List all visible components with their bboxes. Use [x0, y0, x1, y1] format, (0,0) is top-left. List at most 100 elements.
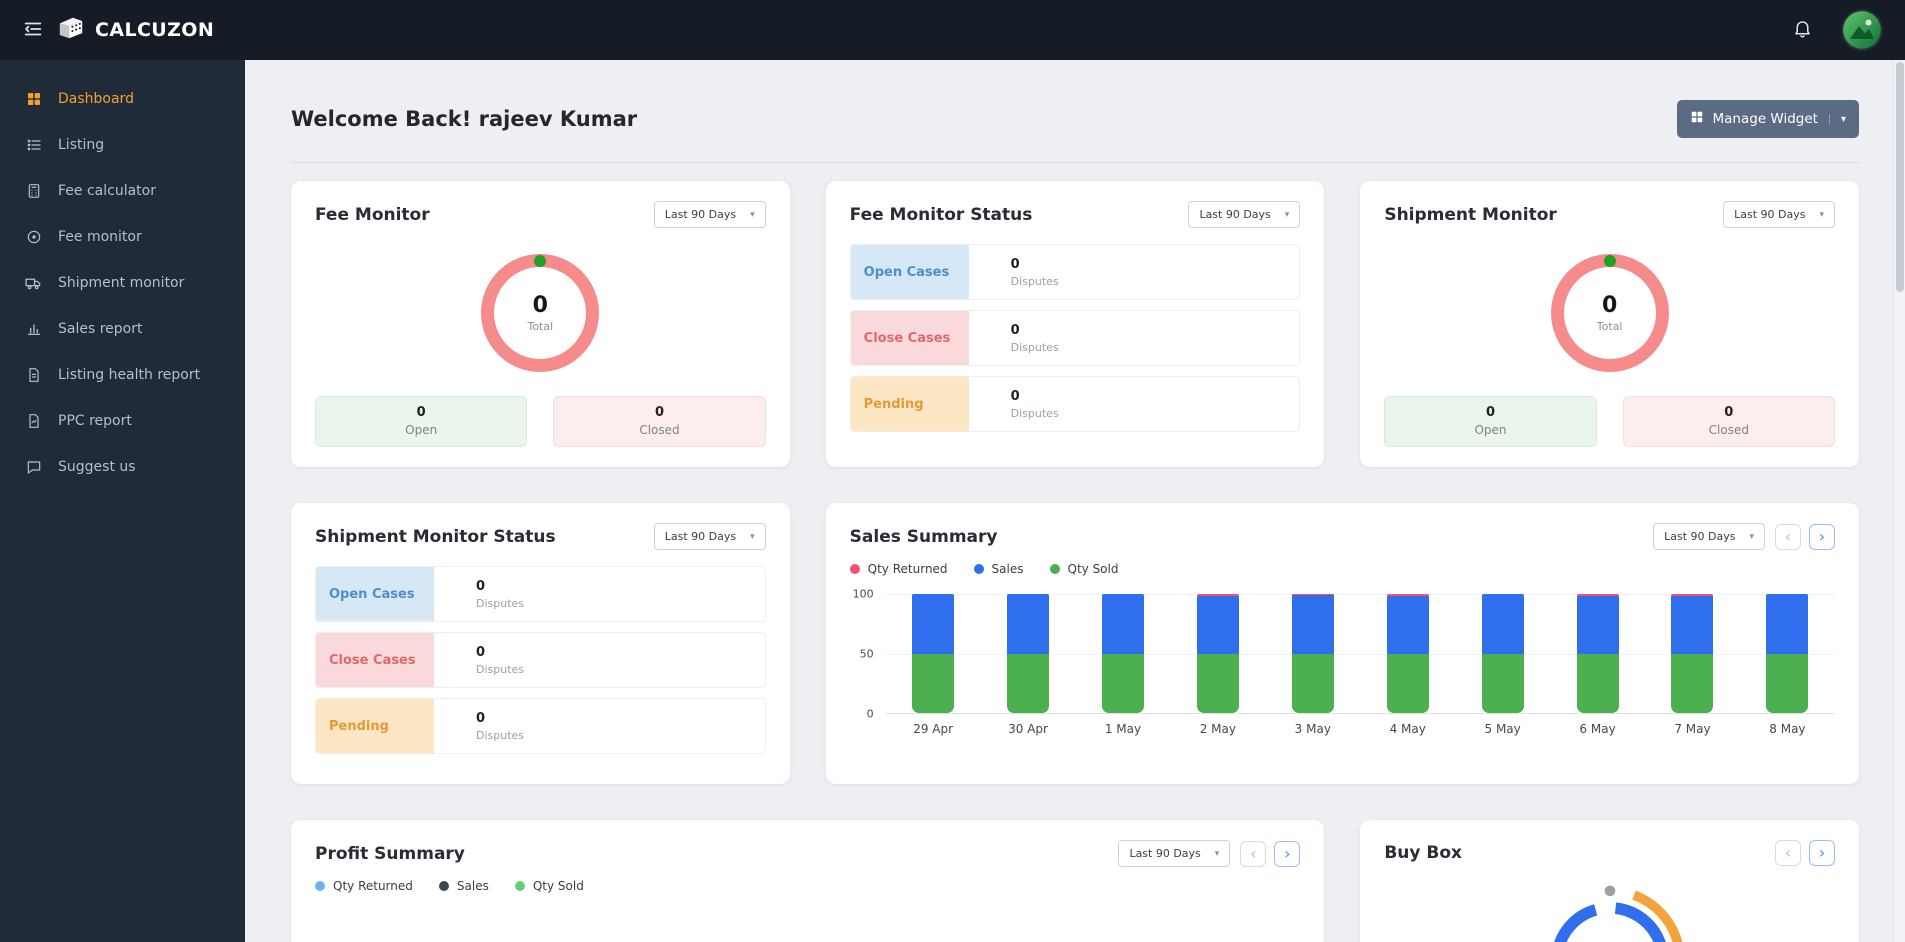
bar-segment — [912, 594, 955, 654]
shipment-monitor-status-card: Shipment Monitor Status Last 90 Days ▾ O… — [291, 503, 790, 784]
profit-summary-range-select[interactable]: Last 90 Days ▾ — [1118, 840, 1231, 867]
chevron-left-button[interactable]: ‹ — [1774, 840, 1801, 866]
status-row-label: Pending — [316, 699, 434, 753]
card-title: Fee Monitor — [315, 204, 430, 225]
shipment-monitor-status-range-select[interactable]: Last 90 Days ▾ — [653, 523, 766, 550]
sidebar-item-listing[interactable]: Listing — [0, 122, 245, 168]
menu-collapse-icon — [22, 18, 44, 43]
notifications-button[interactable] — [1784, 10, 1821, 50]
open-pill: 0 Open — [315, 396, 528, 447]
status-row-unit: Disputes — [1010, 340, 1059, 354]
sales-summary-range-select[interactable]: Last 90 Days ▾ — [1653, 523, 1765, 550]
shipment-monitor-donut-chart: 0 Total — [1550, 254, 1669, 372]
chevron-down-icon: ▾ — [1749, 531, 1754, 542]
sales-chart-y-axis: 0 50 100 — [850, 588, 886, 721]
fee-monitor-range-select[interactable]: Last 90 Days ▾ — [653, 201, 766, 228]
bar-segment — [1007, 653, 1050, 713]
gridline-50 — [885, 653, 1835, 655]
bar-segment — [1291, 595, 1334, 654]
chevron-down-icon: ▾ — [1214, 848, 1220, 859]
page-scrollbar[interactable] — [1893, 60, 1905, 942]
status-row-unit: Disputes — [1010, 274, 1059, 288]
card-title: Buy Box — [1384, 843, 1462, 863]
bar-segment — [1291, 653, 1334, 713]
status-row-unit: Disputes — [1010, 406, 1059, 420]
status-row-open-cases: Open Cases 0 Disputes — [849, 244, 1301, 300]
legend-item: Qty Sold — [514, 879, 584, 893]
report-trend-icon — [24, 413, 43, 429]
sidebar-item-fee-calculator[interactable]: Fee calculator — [0, 168, 245, 214]
bar-segment — [1386, 596, 1429, 654]
fee-monitor-status-range-select[interactable]: Last 90 Days ▾ — [1188, 201, 1301, 228]
scrollbar-thumb[interactable] — [1896, 62, 1904, 292]
bar-segment — [1671, 594, 1714, 597]
sidebar-item-label: Fee monitor — [58, 229, 142, 245]
card-title: Shipment Monitor Status — [315, 526, 556, 547]
chevron-down-icon: ▾ — [1819, 209, 1824, 220]
calculator-icon — [24, 183, 43, 199]
select-value: Last 90 Days — [1664, 530, 1736, 543]
bar-segment — [1481, 653, 1524, 713]
manage-widget-button[interactable]: Manage Widget ▾ — [1676, 100, 1859, 138]
chevron-down-icon: ▾ — [750, 531, 755, 542]
chevron-down-icon: ▾ — [750, 209, 755, 220]
status-row-close-cases: Close Cases 0 Disputes — [315, 632, 766, 688]
chevron-left-button[interactable]: ‹ — [1774, 523, 1801, 550]
bar-segment — [1101, 653, 1144, 713]
buy-box-donut-chart — [1384, 876, 1835, 942]
sidebar-item-dashboard[interactable]: Dashboard — [0, 76, 245, 122]
closed-value: 0 — [654, 405, 665, 420]
legend-dot — [514, 881, 525, 891]
sidebar-item-listing-health-report[interactable]: Listing health report — [0, 352, 245, 398]
chevron-left-button[interactable]: ‹ — [1240, 840, 1267, 867]
sidebar-item-sales-report[interactable]: Sales report — [0, 306, 245, 352]
bar-segment — [1576, 596, 1619, 654]
x-axis-label: 4 May — [1389, 722, 1426, 736]
sidebar-item-fee-monitor[interactable]: Fee monitor — [0, 214, 245, 260]
header-divider — [291, 162, 1859, 163]
chevron-right-button[interactable]: › — [1274, 840, 1301, 867]
user-avatar[interactable] — [1843, 11, 1881, 49]
card-title: Profit Summary — [315, 843, 465, 864]
sales-bar — [1291, 594, 1334, 713]
sidebar-toggle-button[interactable] — [14, 10, 52, 51]
gridline-100 — [885, 594, 1835, 595]
sales-bar — [1386, 594, 1429, 713]
bar-segment — [1196, 596, 1239, 654]
sidebar-item-shipment-monitor[interactable]: Shipment monitor — [0, 260, 245, 306]
sidebar-item-label: Listing — [58, 137, 105, 153]
brand[interactable]: CALCUZON — [56, 14, 214, 46]
brand-logo-icon — [56, 14, 86, 46]
status-row-label: Pending — [850, 377, 969, 431]
sidebar-item-ppc-report[interactable]: PPC report — [0, 398, 245, 444]
x-axis-label: 7 May — [1674, 722, 1711, 736]
chevron-right-button[interactable]: › — [1808, 523, 1835, 550]
bar-segment — [1576, 594, 1619, 597]
chat-bubble-icon — [24, 459, 43, 475]
chevron-right-button[interactable]: › — [1808, 840, 1835, 866]
sales-bar — [1671, 594, 1714, 713]
select-value: Last 90 Days — [664, 208, 737, 221]
sales-bar — [1196, 594, 1239, 713]
x-axis-label: 1 May — [1104, 722, 1142, 736]
select-value: Last 90 Days — [1734, 208, 1806, 221]
status-row-label: Open Cases — [850, 245, 969, 299]
chevron-left-icon: ‹ — [1250, 843, 1257, 863]
closed-label: Closed — [639, 423, 680, 437]
widget-grid-icon — [1690, 110, 1704, 128]
status-row-unit: Disputes — [476, 728, 525, 742]
manage-widget-label: Manage Widget — [1712, 111, 1818, 127]
chevron-right-icon: › — [1284, 843, 1291, 863]
shipment-monitor-range-select[interactable]: Last 90 Days ▾ — [1723, 201, 1835, 228]
card-title: Sales Summary — [849, 526, 998, 547]
card-title: Shipment Monitor — [1384, 204, 1557, 225]
sidebar-item-suggest-us[interactable]: Suggest us — [0, 444, 245, 490]
status-row-value: 0 — [1010, 322, 1020, 338]
chevron-right-icon: › — [1818, 843, 1826, 862]
legend-label: Qty Returned — [333, 879, 413, 893]
bar-segment — [1007, 594, 1050, 654]
chevron-down-icon: ▾ — [1828, 113, 1846, 125]
topbar: CALCUZON — [0, 0, 1905, 60]
status-row-value: 0 — [476, 644, 486, 660]
status-row-value: 0 — [476, 710, 486, 726]
